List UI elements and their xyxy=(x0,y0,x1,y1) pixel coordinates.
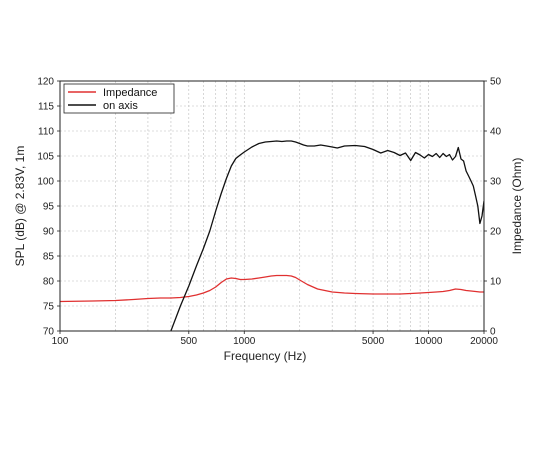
tick-labels: 100 500 1000 5000 10000 200007075808590951001… xyxy=(37,77,501,348)
legend-label-impedance: Impedance xyxy=(103,87,157,99)
y-tick-label-left: 95 xyxy=(43,202,55,213)
series-layer xyxy=(60,140,484,331)
series-line-impedance xyxy=(60,274,484,303)
y-tick-label-left: 70 xyxy=(43,327,55,338)
y-tick-label-left: 80 xyxy=(43,277,55,288)
y-tick-label-right: 50 xyxy=(490,77,502,88)
legend: Impedance on axis xyxy=(63,83,175,114)
y-tick-label-left: 75 xyxy=(43,302,55,313)
x-tick-label: 500 xyxy=(180,336,197,347)
y-tick-label-right: 30 xyxy=(490,177,502,188)
x-tick-label: 10000 xyxy=(415,336,443,347)
y-tick-label-right: 0 xyxy=(490,327,496,338)
x-tick-label: 100 xyxy=(52,336,69,347)
x-tick-label: 20000 xyxy=(470,336,498,347)
legend-label-on-axis: on axis xyxy=(103,100,138,112)
plot-area xyxy=(60,140,484,331)
y-axis-label-left: SPL (dB) @ 2.83V, 1m xyxy=(13,146,27,267)
x-tick-label: 5000 xyxy=(362,336,385,347)
y-tick-label-left: 90 xyxy=(43,227,55,238)
legend-box xyxy=(63,83,175,114)
y-tick-label-left: 100 xyxy=(37,177,54,188)
series-line-on-axis xyxy=(170,140,484,331)
y-tick-label-left: 120 xyxy=(37,77,54,88)
y-tick-label-right: 40 xyxy=(490,127,502,138)
y-tick-label-left: 110 xyxy=(38,127,54,138)
x-axis-label: Frequency (Hz) xyxy=(224,349,307,363)
y-tick-label-left: 105 xyxy=(37,152,54,163)
y-tick-label-right: 10 xyxy=(490,277,502,288)
y-tick-label-right: 20 xyxy=(490,227,502,238)
y-tick-label-left: 85 xyxy=(43,252,55,263)
x-tick-label: 1000 xyxy=(233,336,256,347)
y-tick-label-left: 115 xyxy=(38,102,54,113)
y-axis-label-right: Impedance (Ohm) xyxy=(510,158,524,255)
grid-lines xyxy=(60,81,484,331)
